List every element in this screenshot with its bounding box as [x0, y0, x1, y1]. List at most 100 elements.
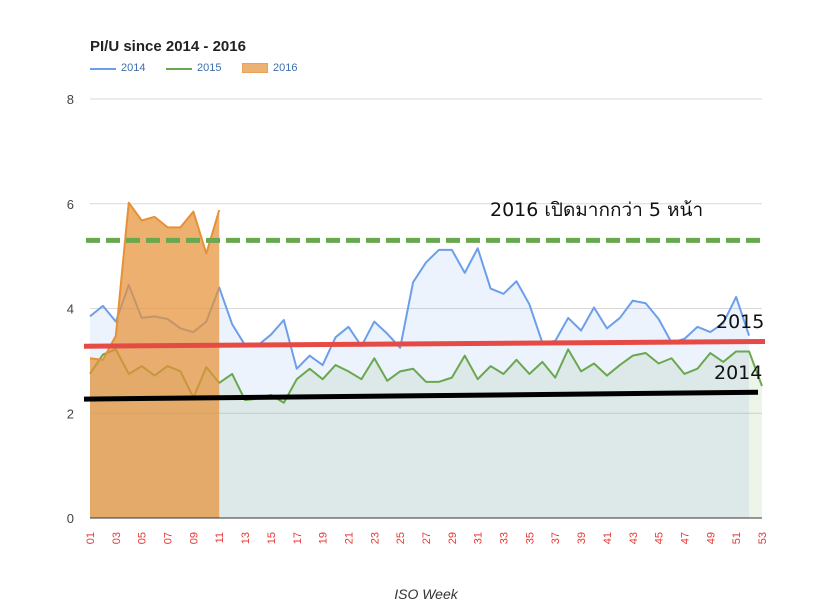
point-2015-25 — [399, 370, 401, 372]
legend-swatch-2015 — [166, 68, 192, 70]
point-2014-51 — [735, 296, 737, 298]
point-2015-53 — [761, 385, 763, 387]
x-tick-label-43: 43 — [628, 532, 640, 544]
point-2015-34 — [515, 359, 517, 361]
point-2015-41 — [606, 374, 608, 376]
point-2014-20 — [334, 336, 336, 338]
x-tick-label-37: 37 — [550, 532, 562, 544]
point-2014-1 — [89, 315, 91, 317]
point-2015-33 — [502, 373, 504, 375]
x-tick-label-47: 47 — [679, 532, 691, 544]
x-tick-label-41: 41 — [602, 532, 614, 544]
point-2016-9 — [192, 210, 194, 212]
point-2014-31 — [476, 247, 478, 249]
point-2014-21 — [347, 326, 349, 328]
x-tick-label-35: 35 — [524, 532, 536, 544]
point-2015-22 — [360, 378, 362, 380]
point-2014-16 — [283, 319, 285, 321]
point-2014-26 — [412, 281, 414, 283]
x-tick-label-13: 13 — [240, 532, 252, 544]
point-2015-48 — [696, 368, 698, 370]
point-2015-47 — [683, 373, 685, 375]
point-2015-44 — [644, 352, 646, 354]
point-2015-38 — [567, 348, 569, 350]
x-tick-label-11: 11 — [214, 532, 226, 543]
point-2014-25 — [399, 347, 401, 349]
point-2016-11 — [218, 209, 220, 211]
point-2015-43 — [632, 354, 634, 356]
point-2014-30 — [464, 272, 466, 274]
point-2014-15 — [270, 333, 272, 335]
point-2014-12 — [231, 323, 233, 325]
legend-label-2016: 2016 — [273, 62, 298, 74]
x-tick-label-05: 05 — [137, 532, 149, 544]
x-tick-label-19: 19 — [318, 532, 330, 544]
point-2015-35 — [528, 373, 530, 375]
point-2014-34 — [515, 280, 517, 282]
annotation-2015: 2015 — [716, 311, 764, 333]
point-2014-28 — [438, 249, 440, 251]
point-2014-17 — [296, 368, 298, 370]
point-2014-44 — [644, 302, 646, 304]
area-2014 — [90, 248, 750, 519]
point-2015-29 — [451, 376, 453, 378]
x-tick-label-33: 33 — [499, 532, 511, 544]
y-tick-label-0: 0 — [67, 511, 74, 526]
point-2015-28 — [438, 381, 440, 383]
x-tick-label-01: 01 — [85, 532, 97, 544]
point-2014-24 — [386, 332, 388, 334]
legend-label-2014: 2014 — [121, 62, 146, 74]
point-2015-12 — [231, 373, 233, 375]
reference-line-2014 — [83, 389, 759, 402]
point-2014-52 — [748, 335, 750, 337]
point-2016-5 — [140, 219, 142, 221]
point-2016-3 — [115, 335, 117, 337]
point-2014-41 — [606, 327, 608, 329]
x-tick-label-25: 25 — [395, 532, 407, 544]
chart-title: PI/U since 2014 - 2016 — [90, 38, 246, 55]
x-tick-label-09: 09 — [188, 532, 200, 544]
point-2015-49 — [709, 352, 711, 354]
point-2015-31 — [476, 378, 478, 380]
series-2016 — [89, 201, 221, 518]
point-2016-2 — [102, 359, 104, 361]
point-2015-36 — [541, 361, 543, 363]
point-2015-23 — [373, 357, 375, 359]
point-2015-52 — [748, 350, 750, 352]
x-tick-label-21: 21 — [343, 532, 355, 544]
point-2015-32 — [489, 365, 491, 367]
point-2015-40 — [593, 362, 595, 364]
point-2016-4 — [128, 202, 130, 204]
x-tick-label-39: 39 — [576, 532, 588, 544]
point-2015-16 — [283, 402, 285, 404]
point-2015-26 — [412, 368, 414, 370]
point-2014-40 — [593, 306, 595, 308]
legend-swatch-2016 — [242, 63, 268, 73]
area-2016 — [90, 202, 220, 518]
point-2015-20 — [334, 364, 336, 366]
x-tick-label-53: 53 — [757, 532, 769, 544]
y-tick-label-4: 4 — [67, 302, 74, 317]
legend-label-2015: 2015 — [197, 62, 222, 74]
x-tick-label-49: 49 — [705, 532, 717, 544]
legend-swatch-2014 — [90, 68, 116, 70]
x-tick-label-29: 29 — [447, 532, 459, 544]
x-tick-labels: 01 03 05 07 09 11 13 15 17 19 21 23 25 27 29 31 33 35 37 39… — [85, 532, 769, 544]
point-2015-51 — [735, 350, 737, 352]
point-2015-17 — [296, 378, 298, 380]
point-2014-23 — [373, 320, 375, 322]
point-2015-37 — [554, 376, 556, 378]
point-2014-2 — [102, 305, 104, 307]
x-tick-label-23: 23 — [369, 532, 381, 544]
point-2015-19 — [321, 378, 323, 380]
point-2014-18 — [308, 354, 310, 356]
point-2015-21 — [347, 370, 349, 372]
point-2014-49 — [709, 331, 711, 333]
x-tick-label-45: 45 — [654, 532, 666, 544]
annotation-2016: 2016 เปิดมากกว่า 5 หน้า — [490, 199, 703, 221]
point-2015-39 — [580, 370, 582, 372]
x-tick-label-17: 17 — [292, 532, 304, 544]
point-2014-35 — [528, 303, 530, 305]
point-2014-29 — [451, 249, 453, 251]
